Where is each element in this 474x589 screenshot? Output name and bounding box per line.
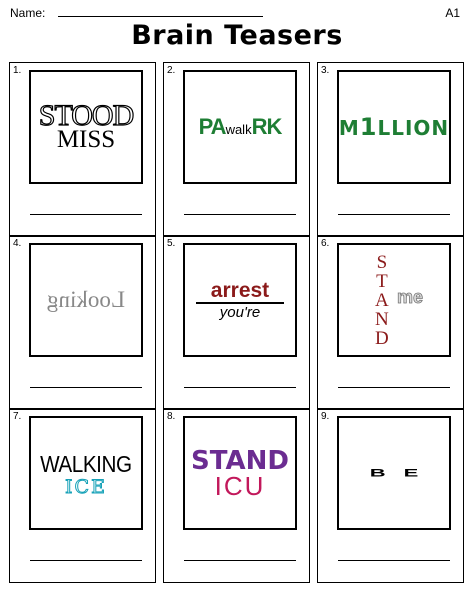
answer-line[interactable] <box>184 387 296 388</box>
puzzle-text-top: arrest <box>210 278 270 302</box>
name-label: Name: <box>10 6 46 20</box>
puzzle-text-middle: walk <box>225 122 252 137</box>
puzzle-box: Looking <box>29 243 143 357</box>
puzzle-number: 4. <box>13 238 22 249</box>
answer-line[interactable] <box>30 560 142 561</box>
puzzle-number: 2. <box>167 65 176 76</box>
puzzle-cell-5: 5. arrest you're <box>163 235 310 410</box>
answer-line[interactable] <box>184 560 296 561</box>
worksheet-code: A1 <box>445 6 460 20</box>
puzzle-text-suffix: LLION <box>377 116 450 140</box>
puzzle-text-bottom: MISS <box>56 126 116 153</box>
puzzle-text-right: RK <box>251 114 283 139</box>
puzzle-text: PAwalkRK <box>198 114 283 140</box>
divider-line <box>196 301 284 304</box>
puzzle-text-bottom: ICE <box>65 475 107 498</box>
puzzle-text: M1LLION <box>339 113 449 141</box>
puzzle-letter: N <box>375 309 389 330</box>
puzzle-text-mirrored: Looking <box>47 287 125 312</box>
puzzle-text-prefix: M <box>338 116 360 140</box>
puzzle-text-top: WALKING <box>40 450 132 477</box>
puzzle-box: S T A N D me <box>337 243 451 357</box>
puzzle-text-top: STOOD <box>38 99 135 132</box>
puzzle-cell-7: 7. WALKING ICE <box>9 408 156 583</box>
puzzle-cell-1: 1. STOOD MISS <box>9 62 156 237</box>
puzzle-letter: D <box>375 328 389 349</box>
puzzle-letter: A <box>375 290 389 311</box>
puzzle-letter: T <box>376 271 388 292</box>
answer-line[interactable] <box>338 387 450 388</box>
puzzle-box: BE <box>337 416 451 530</box>
puzzle-number: 8. <box>167 411 176 422</box>
puzzle-number: 3. <box>321 65 330 76</box>
puzzle-number: 7. <box>13 411 22 422</box>
puzzle-cell-2: 2. PAwalkRK <box>163 62 310 237</box>
puzzle-cell-6: 6. S T A N D me <box>317 235 464 410</box>
puzzle-box: WALKING ICE <box>29 416 143 530</box>
puzzle-text-bottom: you're <box>219 303 261 321</box>
answer-line[interactable] <box>338 214 450 215</box>
puzzle-cell-8: 8. STAND ICU <box>163 408 310 583</box>
puzzle-number: 6. <box>321 238 330 249</box>
puzzle-text-top: STAND <box>191 446 289 476</box>
puzzle-number: 5. <box>167 238 176 249</box>
puzzle-letter: S <box>376 252 388 273</box>
answer-line[interactable] <box>184 214 296 215</box>
puzzle-box: arrest you're <box>183 243 297 357</box>
name-field-line[interactable] <box>58 16 263 17</box>
puzzle-cell-4: 4. Looking <box>9 235 156 410</box>
page-title: Brain Teasers <box>131 20 343 51</box>
puzzle-number: 9. <box>321 411 330 422</box>
puzzle-box: STAND ICU <box>183 416 297 530</box>
puzzle-box: M1LLION <box>337 70 451 184</box>
puzzle-text-digit: 1 <box>359 113 378 141</box>
puzzle-vertical-text: S T A N D <box>375 253 389 348</box>
puzzle-text-bottom: ICU <box>214 471 266 501</box>
puzzle-box: PAwalkRK <box>183 70 297 184</box>
puzzle-cell-9: 9. BE <box>317 408 464 583</box>
answer-line[interactable] <box>338 560 450 561</box>
answer-line[interactable] <box>30 214 142 215</box>
puzzle-cell-3: 3. M1LLION <box>317 62 464 237</box>
puzzle-box: STOOD MISS <box>29 70 143 184</box>
answer-line[interactable] <box>30 387 142 388</box>
puzzle-text-squashed: BE <box>369 466 437 480</box>
puzzle-text-left: PA <box>198 114 227 139</box>
puzzle-number: 1. <box>13 65 22 76</box>
puzzle-side-text: me <box>397 287 424 308</box>
